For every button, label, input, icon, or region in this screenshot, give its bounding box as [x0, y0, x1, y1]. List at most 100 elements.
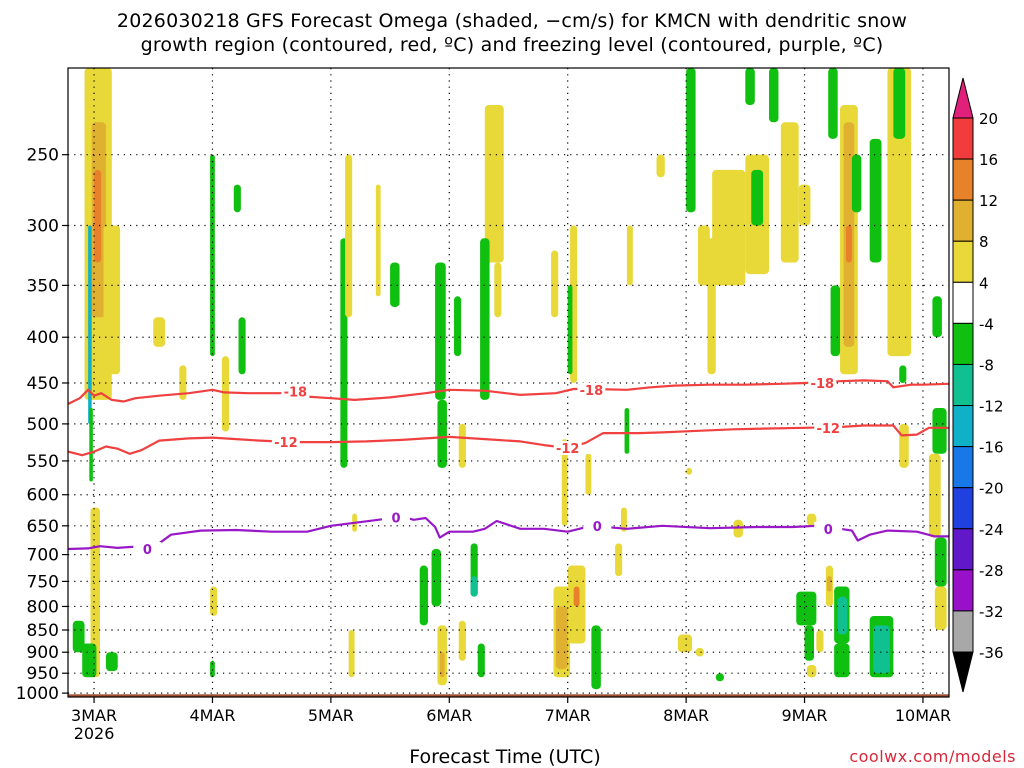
- colorbar-swatch-5: [952, 322, 974, 365]
- omega-cell-15: [221, 356, 230, 432]
- colorbar-top-arrow: [952, 77, 974, 119]
- colorbar-swatch-0: [952, 117, 974, 160]
- omega-cell-38: [477, 643, 485, 678]
- omega-cell-12: [210, 154, 215, 357]
- colorbar-swatch-6: [952, 363, 974, 407]
- omega-cell-48: [555, 606, 568, 670]
- contour-label-bg--12-2: [814, 420, 843, 435]
- x-tick-label-3MAR: 3MAR: [71, 706, 117, 725]
- omega-cell-87: [834, 643, 850, 678]
- y-tick-label-850: 850: [27, 621, 59, 641]
- y-tick-label-950: 950: [27, 664, 59, 684]
- credit-text[interactable]: coolwx.com/models: [849, 747, 1016, 766]
- omega-cell-78: [806, 513, 817, 526]
- omega-cell-27: [458, 423, 466, 468]
- omega-cell-16: [210, 586, 218, 617]
- contour-label-bg-0-1: [382, 510, 411, 525]
- omega-cell-75: [932, 408, 947, 454]
- omega-cell-37: [470, 576, 478, 597]
- omega-cell-5: [103, 225, 121, 375]
- omega-cell-13: [233, 184, 241, 213]
- omega-cell-80: [827, 576, 832, 592]
- omega-cell-60: [745, 68, 755, 106]
- omega-cell-96: [715, 673, 725, 682]
- omega-cell-74: [932, 296, 942, 338]
- colorbar-label-8: -16: [979, 439, 1004, 457]
- colorbar-swatch-12: [952, 610, 974, 653]
- y-tick-label-250: 250: [27, 146, 59, 166]
- contour-label--12-2: -12: [816, 422, 840, 437]
- omega-cell-56: [712, 169, 746, 286]
- colorbar-label-4: 4: [979, 274, 989, 292]
- colorbar-label-7: -12: [979, 398, 1004, 416]
- x-tick-label-5MAR: 5MAR: [308, 706, 354, 725]
- omega-cell-6: [153, 317, 166, 347]
- omega-cell-59: [751, 169, 764, 226]
- omega-cell-44: [626, 225, 633, 286]
- omega-cell-2: [94, 169, 102, 263]
- x-tick-label-9MAR: 9MAR: [782, 706, 828, 725]
- omega-cell-34: [439, 652, 445, 678]
- omega-cell-52: [615, 543, 623, 577]
- omega-cell-8: [90, 507, 100, 678]
- contour-label-bg-0-0: [133, 542, 162, 557]
- omega-cell-19: [345, 154, 353, 318]
- colorbar-swatch-4: [952, 281, 974, 324]
- x-axis-label: Forecast Time (UTC): [409, 746, 601, 768]
- omega-cell-41: [567, 285, 573, 375]
- omega-cell-83: [804, 625, 815, 661]
- colorbar-swatch-3: [952, 240, 974, 283]
- contour-label--18-2: -18: [811, 377, 835, 392]
- omega-cell-31: [419, 565, 428, 626]
- omega-cell-95: [695, 647, 704, 657]
- omega-cell-90: [899, 423, 909, 468]
- y-tick-label-900: 900: [27, 643, 59, 663]
- contour-label--12-0: -12: [274, 436, 298, 451]
- omega-cell-42: [561, 439, 568, 526]
- omega-cell-20: [375, 184, 381, 297]
- colorbar: 20 16 12 8 4 -4 -8 -12 -16 -20 -24 -28 -32 -36: [952, 77, 1004, 693]
- y-tick-label-500: 500: [27, 415, 59, 435]
- omega-cell-46: [620, 507, 627, 532]
- x-tick-sublabel-3MAR: 2026: [74, 724, 115, 743]
- omega-cell-58: [707, 238, 716, 375]
- omega-cell-25: [437, 399, 447, 468]
- contour-label-0-2: 0: [593, 520, 602, 535]
- colorbar-swatch-9: [952, 487, 974, 530]
- omega-cell-92: [934, 537, 947, 587]
- omega-cell-10: [82, 643, 97, 678]
- omega-cell-84: [816, 630, 824, 653]
- y-tick-label-400: 400: [27, 328, 59, 348]
- contour-line-0: [68, 515, 949, 551]
- x-tick-label-8MAR: 8MAR: [663, 706, 709, 725]
- omega-cell-32: [431, 549, 442, 607]
- omega-cell-55: [697, 225, 710, 286]
- colorbar-swatch-7: [952, 405, 974, 448]
- contour-label-bg--18-2: [808, 375, 837, 390]
- y-axis: 2503003504004505005506006507007508008509…: [16, 146, 68, 704]
- colorbar-label-2: 12: [979, 192, 998, 210]
- colorbar-label-6: -8: [979, 356, 994, 374]
- contour-label-bg-0-2: [583, 518, 612, 533]
- contour-lines: -18 -18 -18 -12 -12 -12 0 0 0 0: [68, 375, 949, 558]
- omega-cell-68: [830, 285, 841, 357]
- colorbar-label-12: -32: [979, 603, 1004, 621]
- omega-cell-94: [677, 634, 693, 653]
- y-tick-label-450: 450: [27, 374, 59, 394]
- y-tick-label-300: 300: [27, 216, 59, 236]
- contour-label--18-1: -18: [580, 384, 604, 399]
- colorbar-label-0: 20: [979, 110, 998, 128]
- omega-cell-82: [796, 591, 817, 626]
- omega-cell-26: [454, 296, 462, 357]
- contour-label-bg-0-3: [814, 521, 843, 536]
- omega-cell-30: [494, 262, 502, 318]
- omega-cell-70: [869, 138, 882, 263]
- omega-cell-11: [105, 652, 118, 672]
- contour-label-0-3: 0: [824, 523, 833, 538]
- omega-cell-22: [348, 630, 355, 678]
- colorbar-label-13: -36: [979, 644, 1004, 662]
- omega-cell-89: [873, 625, 890, 674]
- colorbar-swatch-10: [952, 528, 974, 571]
